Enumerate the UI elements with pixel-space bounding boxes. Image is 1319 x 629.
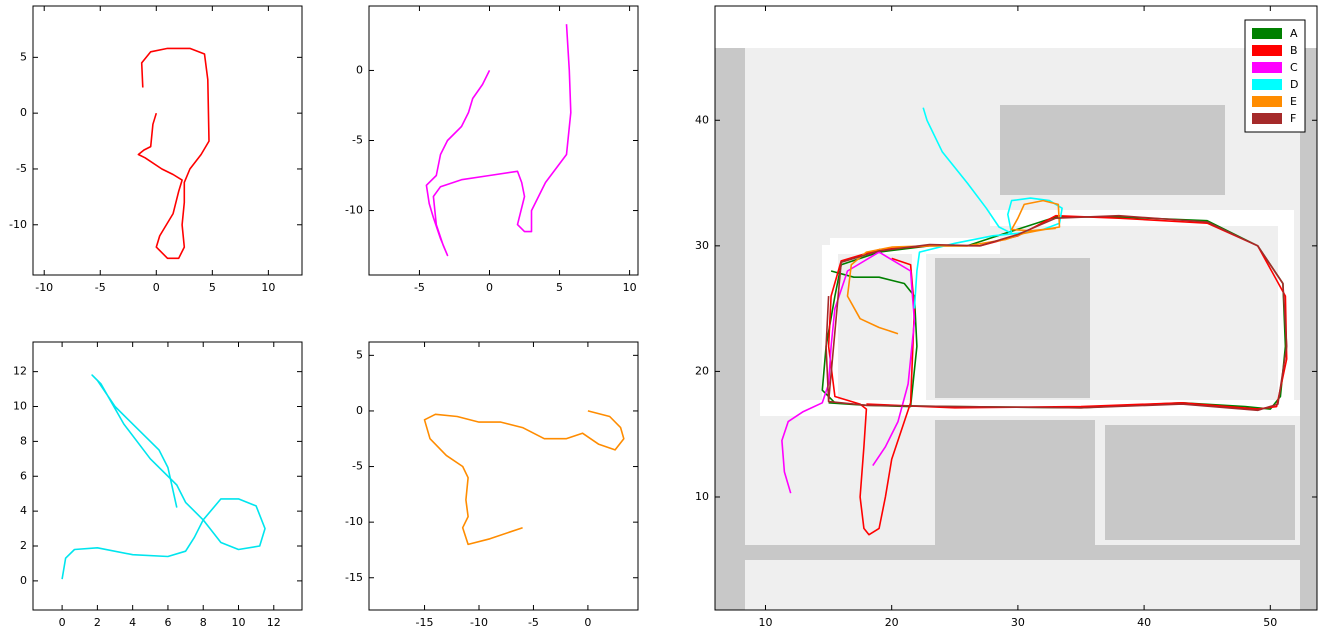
legend-label: C	[1290, 61, 1298, 74]
plot	[138, 48, 209, 258]
x-tick-label: 5	[209, 281, 216, 294]
trajectory	[62, 375, 265, 579]
x-tick-label: 5	[556, 281, 563, 294]
x-tick-label: -5	[414, 281, 425, 294]
y-tick-label: 0	[356, 404, 363, 417]
plot-frame	[369, 342, 638, 610]
legend-swatch	[1252, 96, 1282, 107]
y-tick-label: -10	[345, 204, 363, 217]
legend-swatch	[1252, 28, 1282, 39]
x-tick-label: 0	[59, 616, 66, 629]
legend-label: E	[1290, 95, 1297, 108]
plot	[425, 411, 624, 545]
x-tick-label: 0	[486, 281, 493, 294]
trajectory	[426, 24, 570, 255]
x-tick-label: 30	[1011, 616, 1025, 629]
map-background	[715, 48, 1317, 610]
x-tick-label: 8	[200, 616, 207, 629]
y-tick-label: 2	[20, 539, 27, 552]
trajectory	[138, 48, 209, 258]
legend-swatch	[1252, 79, 1282, 90]
x-tick-label: 10	[231, 616, 245, 629]
x-tick-label: 40	[1137, 616, 1151, 629]
x-tick-label: 4	[129, 616, 136, 629]
x-tick-label: -10	[470, 616, 488, 629]
x-tick-label: -5	[95, 281, 106, 294]
y-tick-label: 10	[13, 400, 27, 413]
y-tick-label: 10	[695, 490, 709, 503]
figure: -10 -5 0 5 10 -10 -5 0 5 -5 0 5 10 -10 -5 0 0 2 4 6 8 10 12 0 2 4…	[0, 0, 1319, 629]
y-tick-label: 20	[695, 364, 709, 377]
trajectory	[425, 411, 624, 545]
y-tick-label: 4	[20, 504, 27, 517]
y-tick-label: 0	[20, 106, 27, 119]
x-tick-label: 2	[94, 616, 101, 629]
y-tick-label: -5	[352, 460, 363, 473]
y-tick-label: 12	[13, 365, 27, 378]
x-tick-label: 20	[885, 616, 899, 629]
y-tick-label: -5	[16, 162, 27, 175]
plot	[426, 24, 570, 255]
x-tick-label: 10	[758, 616, 772, 629]
y-tick-label: -5	[352, 134, 363, 147]
x-tick-label: 50	[1263, 616, 1277, 629]
y-tick-label: 5	[356, 348, 363, 361]
y-tick-label: 0	[356, 63, 363, 76]
page: {"chart_data": [ {"type": "line", "xlim"…	[0, 0, 1319, 629]
legend-swatch	[1252, 113, 1282, 124]
x-tick-label: 0	[153, 281, 160, 294]
legend-label: A	[1290, 27, 1298, 40]
x-tick-label: 12	[267, 616, 281, 629]
legend-label: B	[1290, 44, 1298, 57]
legend-label: F	[1290, 112, 1296, 125]
y-tick-label: -10	[345, 515, 363, 528]
y-tick-label: 40	[695, 113, 709, 126]
x-tick-label: -10	[35, 281, 53, 294]
x-tick-label: 10	[623, 281, 637, 294]
y-tick-label: 30	[695, 239, 709, 252]
legend-label: D	[1290, 78, 1298, 91]
plot	[62, 375, 265, 579]
y-tick-label: 8	[20, 434, 27, 447]
y-tick-label: -10	[9, 218, 27, 231]
plot-frame	[33, 6, 302, 275]
y-tick-label: 5	[20, 50, 27, 63]
x-tick-label: 0	[584, 616, 591, 629]
y-tick-label: 6	[20, 469, 27, 482]
y-tick-label: 0	[20, 574, 27, 587]
x-tick-label: -15	[416, 616, 434, 629]
plot-frame	[369, 6, 638, 275]
legend-swatch	[1252, 45, 1282, 56]
x-tick-label: 6	[164, 616, 171, 629]
x-tick-label: -5	[528, 616, 539, 629]
legend-swatch	[1252, 62, 1282, 73]
x-tick-label: 10	[261, 281, 275, 294]
y-tick-label: -15	[345, 571, 363, 584]
